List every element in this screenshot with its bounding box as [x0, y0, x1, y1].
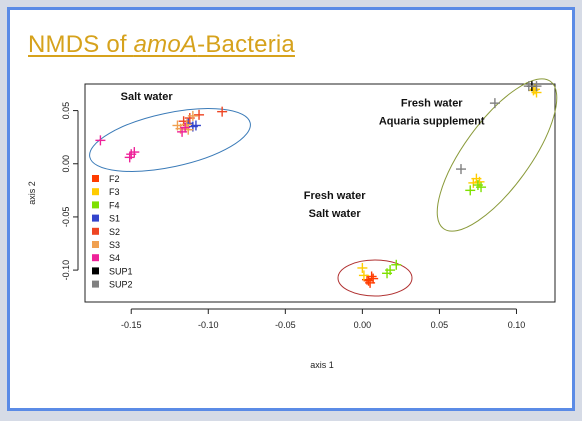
plot-box: [84, 83, 556, 303]
legend-swatch: [92, 280, 99, 288]
legend-swatch: [92, 254, 99, 262]
legend-label: F3: [109, 187, 120, 197]
point-s3: [172, 120, 183, 131]
annotation-text: Salt water: [309, 208, 362, 220]
annotations: Salt water Fresh water Aquaria supplement F…: [121, 91, 485, 220]
legend-label: S2: [109, 227, 120, 237]
legend-label: F2: [109, 174, 120, 184]
legend-item-s4: S4: [92, 253, 120, 263]
annotation-text: Aquaria supplement: [379, 115, 485, 127]
fresh-water-aquaria-ellipse: [436, 78, 558, 232]
legend-item-sup1: SUP1: [92, 266, 133, 276]
legend-item-f2: F2: [92, 174, 120, 184]
legend-item-s2: S2: [92, 227, 120, 237]
annotation-text: Salt water: [121, 91, 174, 103]
point-s4: [180, 122, 191, 133]
x-tick-label: 0.10: [508, 320, 526, 330]
y-tick-label: -0.10: [61, 260, 71, 281]
point-f4: [382, 268, 393, 279]
point-sup2: [456, 164, 466, 175]
y-tick-label: 0.05: [61, 102, 71, 120]
point-f2: [368, 273, 379, 284]
legend-label: S3: [109, 240, 120, 250]
point-s4: [129, 147, 140, 158]
point-s3: [187, 110, 198, 121]
point-s1: [190, 120, 201, 131]
x-tick-label: -0.15: [121, 320, 142, 330]
legend-label: SUP1: [109, 266, 133, 276]
legend-swatch: [92, 241, 99, 248]
data-points: [95, 81, 542, 288]
legend-item-f4: F4: [92, 200, 120, 210]
point-f3: [358, 270, 369, 281]
y-axis: -0.10 -0.05 0.00 0.05: [61, 102, 79, 281]
x-tick-label: 0.05: [431, 320, 449, 330]
legend-item-s3: S3: [92, 240, 120, 250]
point-sup2: [489, 98, 500, 109]
point-f4: [472, 180, 483, 191]
point-s4: [124, 152, 135, 163]
point-sup2: [531, 81, 542, 92]
legend-item-sup2: SUP2: [92, 280, 133, 290]
x-tick-label: -0.05: [275, 320, 296, 330]
legend-item-f3: F3: [92, 187, 120, 197]
legend-item-s1: S1: [92, 214, 120, 224]
legend-swatch: [92, 227, 99, 235]
point-f3: [357, 262, 368, 273]
legend-label: S4: [109, 253, 120, 263]
legend: F2 F3 F4 S1 S2 S3 S4 SUP1 SUP2: [92, 174, 133, 290]
fresh-salt-water-ellipse: [337, 259, 413, 297]
legend-swatch: [92, 214, 99, 222]
slide-frame: NMDS of amoA-Bacteria: [7, 7, 575, 411]
y-tick-label: 0.00: [61, 155, 71, 173]
title-suffix: -Bacteria: [197, 31, 295, 58]
legend-swatch: [92, 267, 99, 275]
point-f4: [391, 259, 402, 270]
x-tick-label: -0.10: [198, 320, 219, 330]
point-s2: [194, 109, 205, 120]
point-f4: [465, 185, 476, 196]
point-s4: [95, 135, 106, 146]
x-tick-label: 0.00: [354, 320, 372, 330]
annotation-text: Fresh water: [304, 190, 366, 202]
legend-swatch: [92, 201, 99, 209]
y-tick-label: -0.05: [61, 207, 71, 228]
x-axis-title: axis 1: [310, 360, 334, 370]
legend-label: S1: [109, 214, 120, 224]
title-italic: amoA: [133, 31, 198, 58]
annotation-text: Fresh water: [401, 97, 463, 109]
point-s2: [217, 106, 228, 117]
legend-swatch: [92, 175, 99, 182]
legend-label: SUP2: [109, 280, 133, 290]
legend-swatch: [92, 188, 99, 196]
legend-label: F4: [109, 200, 120, 210]
x-axis: -0.15 -0.10 -0.05 0.00 0.05 0.10: [121, 308, 526, 330]
y-axis-title: axis 2: [27, 181, 37, 205]
chart-title: NMDS of amoA-Bacteria: [28, 31, 295, 59]
title-prefix: NMDS of: [28, 31, 134, 58]
salt-water-ellipse: [89, 108, 251, 172]
